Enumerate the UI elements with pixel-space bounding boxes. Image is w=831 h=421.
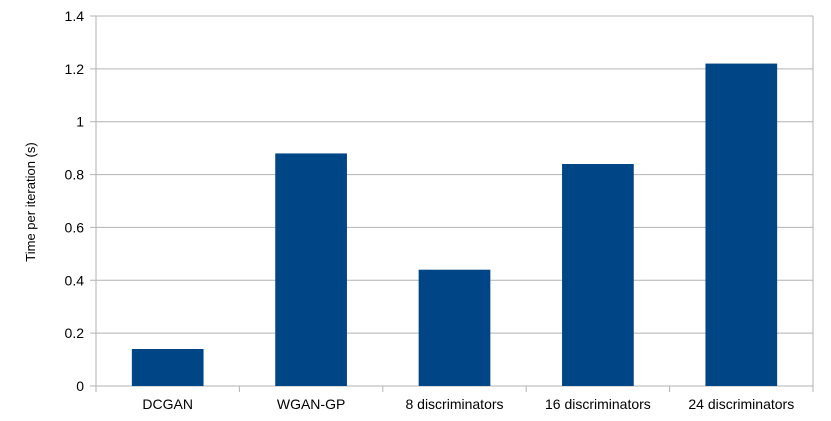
bar [418,269,491,386]
x-tick-label: WGAN-GP [277,396,345,412]
y-tick-label: 0.2 [65,325,85,341]
bar [562,164,634,386]
y-tick-labels: 0 0.2 0.4 0.6 0.8 1 1.2 1.4 [65,8,85,394]
x-tick-label: 16 discriminators [545,396,651,412]
y-tick-label: 0.6 [65,219,85,235]
x-tick-label: 8 discriminators [405,396,503,412]
y-tick-label: 0.4 [65,272,85,288]
y-tick-label: 1 [76,114,84,130]
y-tick-label: 1.4 [65,8,85,24]
bar [131,349,204,386]
axes [95,16,814,392]
y-axis-title: Time per iteration (s) [23,142,38,261]
x-tick-label: 24 discriminators [688,396,794,412]
bar [705,63,778,386]
y-tick-label: 1.2 [65,61,85,77]
x-tick-labels: DCGAN WGAN-GP 8 discriminators 16 discrimin… [142,396,794,412]
y-tick-label: 0.8 [65,167,85,183]
y-tick-label: 0 [76,378,84,394]
x-tick-label: DCGAN [142,396,193,412]
bar [275,153,347,386]
bars [131,63,778,386]
